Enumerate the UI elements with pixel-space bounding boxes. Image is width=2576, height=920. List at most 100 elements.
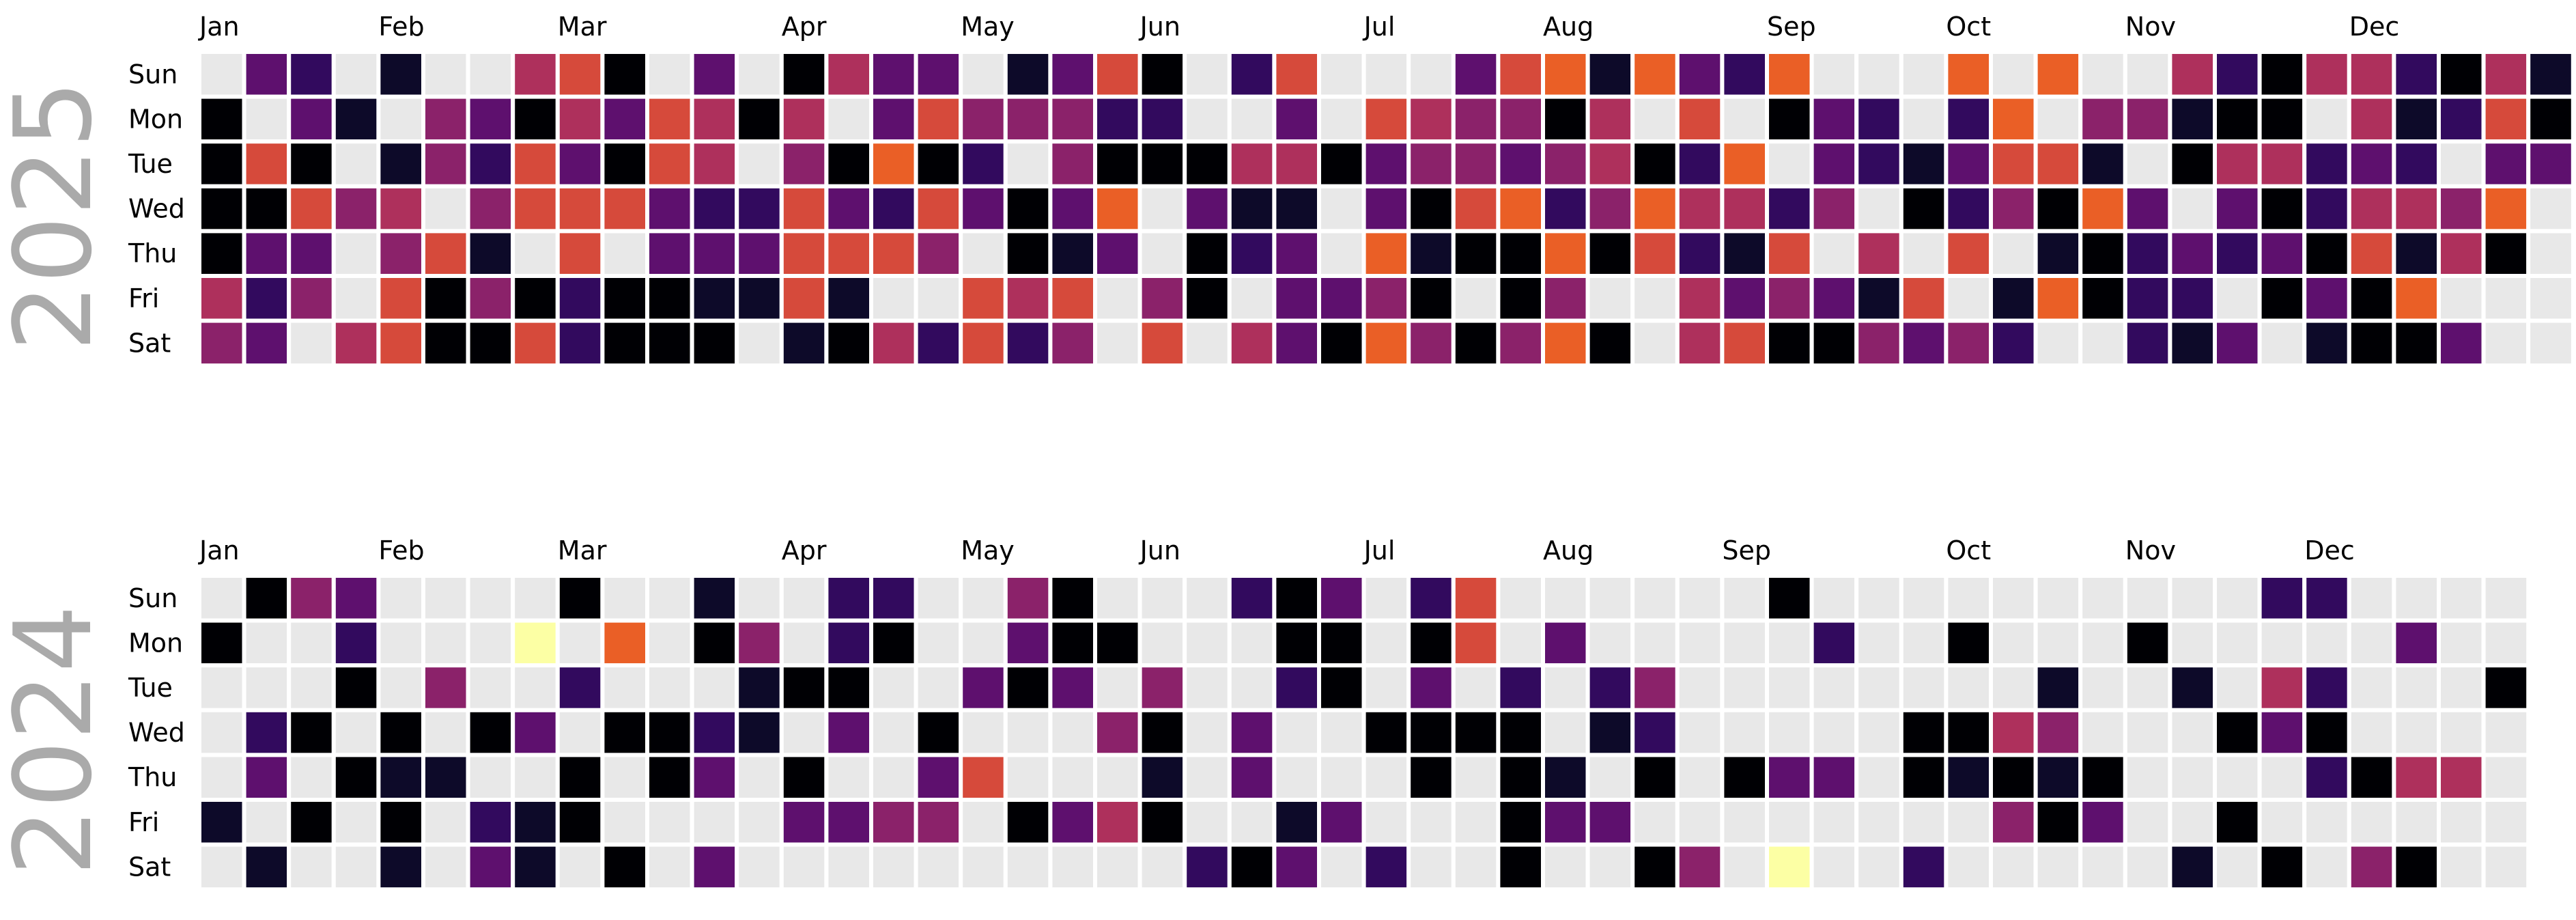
heatmap-cell <box>2347 574 2396 623</box>
heatmap-cell <box>1496 574 1545 623</box>
heatmap-cell <box>197 753 246 803</box>
heatmap-cell <box>2123 139 2172 189</box>
heatmap-cell <box>735 618 784 668</box>
heatmap-cell <box>2481 708 2531 757</box>
heatmap-cell <box>1496 318 1545 368</box>
heatmap-cell <box>421 574 470 623</box>
heatmap-cell <box>824 50 874 99</box>
heatmap-cell <box>197 318 246 368</box>
heatmap-cell <box>2392 229 2441 278</box>
heatmap-cell <box>1048 574 1098 623</box>
heatmap-cell <box>1137 798 1187 847</box>
heatmap-cell <box>1003 139 1053 189</box>
heatmap-cell <box>735 139 784 189</box>
heatmap-cell <box>2302 184 2351 234</box>
heatmap-cell <box>1317 663 1366 712</box>
heatmap-cell <box>914 274 963 323</box>
heatmap-cell <box>1093 139 1142 189</box>
heatmap-cell <box>1765 139 1814 189</box>
heatmap-cell <box>1048 50 1098 99</box>
heatmap-cell <box>824 94 874 144</box>
heatmap-cell <box>1541 94 1590 144</box>
heatmap-cell <box>779 318 829 368</box>
heatmap-cell <box>1183 574 1232 623</box>
heatmap-cell <box>735 798 784 847</box>
heatmap-cell <box>2392 94 2441 144</box>
heatmap-cell <box>2078 663 2127 712</box>
heatmap-cell <box>869 229 918 278</box>
heatmap-cell <box>2257 753 2307 803</box>
heatmap-cell <box>2481 318 2531 368</box>
heatmap-cell <box>1854 618 1903 668</box>
heatmap-cell <box>1675 94 1725 144</box>
heatmap-cell <box>735 318 784 368</box>
heatmap-cell <box>1227 139 1277 189</box>
heatmap-cell <box>1630 574 1680 623</box>
heatmap-cell <box>690 753 739 803</box>
heatmap-cell <box>1720 229 1769 278</box>
month-label-jun: Jun <box>1139 535 1180 566</box>
heatmap-cell <box>2257 274 2307 323</box>
heatmap-cell <box>331 708 381 757</box>
heatmap-cell <box>824 184 874 234</box>
heatmap-cell <box>1361 318 1411 368</box>
heatmap-cell <box>1765 229 1814 278</box>
heatmap-cell <box>645 798 694 847</box>
heatmap-cell <box>331 50 381 99</box>
heatmap-cell <box>1854 274 1903 323</box>
heatmap-cell <box>1675 618 1725 668</box>
heatmap-cell <box>1496 842 1545 892</box>
heatmap-cell <box>959 618 1008 668</box>
heatmap-cell <box>1272 94 1322 144</box>
heatmap-cell <box>1585 318 1635 368</box>
heatmap-cell <box>1989 318 2038 368</box>
heatmap-cell <box>287 139 336 189</box>
heatmap-cell <box>1585 842 1635 892</box>
heatmap-cell <box>2481 50 2531 99</box>
heatmap-cell <box>1585 94 1635 144</box>
heatmap-cell <box>2213 663 2262 712</box>
heatmap-cell <box>1406 229 1456 278</box>
heatmap-cell <box>2123 842 2172 892</box>
heatmap-cell <box>600 274 650 323</box>
heatmap-cell <box>600 663 650 712</box>
heatmap-cell <box>197 618 246 668</box>
heatmap-cell <box>1003 753 1053 803</box>
heatmap-cell <box>2168 94 2217 144</box>
heatmap-cell <box>376 50 426 99</box>
heatmap-cell <box>779 574 829 623</box>
heatmap-cell <box>645 708 694 757</box>
heatmap-cell <box>2392 753 2441 803</box>
heatmap-cell <box>1451 50 1501 99</box>
heatmap-cell <box>690 50 739 99</box>
heatmap-cell <box>1630 753 1680 803</box>
heatmap-cell <box>600 94 650 144</box>
heatmap-cell <box>1899 574 1949 623</box>
heatmap-cell <box>2123 318 2172 368</box>
heatmap-cell <box>1137 842 1187 892</box>
heatmap-cell <box>824 708 874 757</box>
heatmap-cell <box>1989 842 2038 892</box>
heatmap-cell <box>555 663 605 712</box>
heatmap-cell <box>287 229 336 278</box>
heatmap-cell <box>2078 798 2127 847</box>
heatmap-cell <box>1585 139 1635 189</box>
heatmap-cell <box>1809 139 1859 189</box>
heatmap-cell <box>1496 94 1545 144</box>
heatmap-cell <box>555 574 605 623</box>
heatmap-cell <box>2078 708 2127 757</box>
heatmap-cell <box>1854 318 1903 368</box>
heatmap-cell <box>2526 318 2575 368</box>
heatmap-cell <box>1183 842 1232 892</box>
heatmap-cell <box>1227 842 1277 892</box>
heatmap-cell <box>511 618 560 668</box>
heatmap-cell <box>1003 50 1053 99</box>
heatmap-cell <box>1272 798 1322 847</box>
heatmap-cell <box>197 184 246 234</box>
heatmap-cell <box>287 842 336 892</box>
heatmap-cell <box>824 618 874 668</box>
heatmap-cell <box>2213 574 2262 623</box>
heatmap-cell <box>1137 139 1187 189</box>
heatmap-cell <box>555 184 605 234</box>
heatmap-cell <box>1227 618 1277 668</box>
